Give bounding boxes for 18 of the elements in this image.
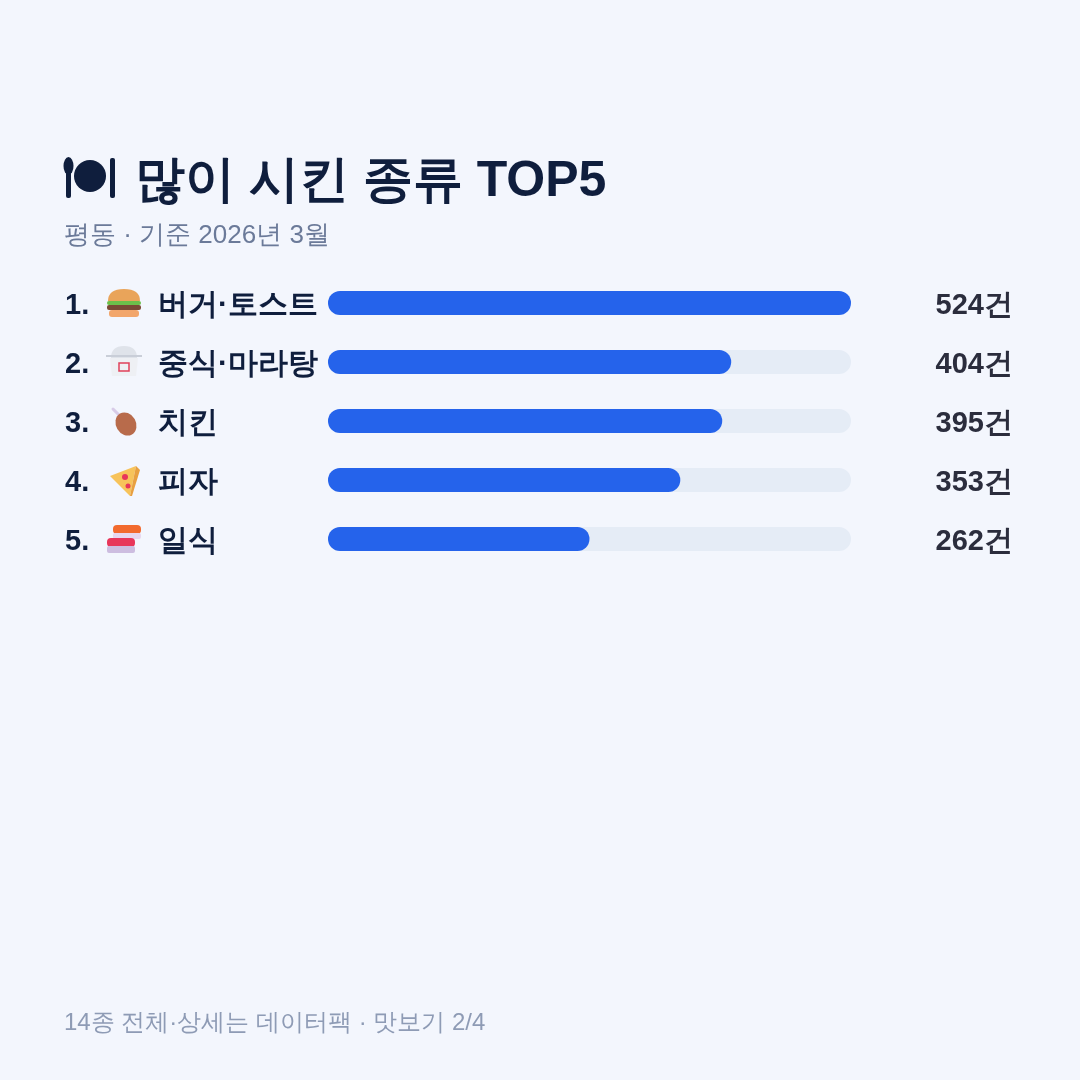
- rank-label: 1.: [65, 288, 90, 320]
- annotation: 14종 전체·상세는 데이터팩 · 맛보기 2/4: [64, 1008, 486, 1035]
- title: 많이 시킨 종류 TOP5: [135, 151, 607, 207]
- rank-label: 3.: [65, 406, 90, 438]
- value-label: 395건: [935, 406, 1013, 438]
- category-label: 일식: [158, 523, 218, 556]
- value-label: 353건: [935, 465, 1013, 497]
- value-label: 262건: [935, 524, 1013, 556]
- subtitle: 평동 · 기준 2026년 3월: [64, 219, 330, 249]
- value-label: 404건: [935, 347, 1013, 379]
- rank-label: 4.: [65, 465, 90, 497]
- category-label: 치킨: [158, 405, 218, 438]
- category-label: 중식·마라탕: [158, 346, 318, 379]
- category-label: 버거·토스트: [158, 287, 318, 320]
- rank-label: 2.: [65, 347, 90, 379]
- rank-label: 5.: [65, 524, 90, 556]
- category-label: 피자: [158, 464, 218, 497]
- value-label: 524건: [935, 288, 1013, 320]
